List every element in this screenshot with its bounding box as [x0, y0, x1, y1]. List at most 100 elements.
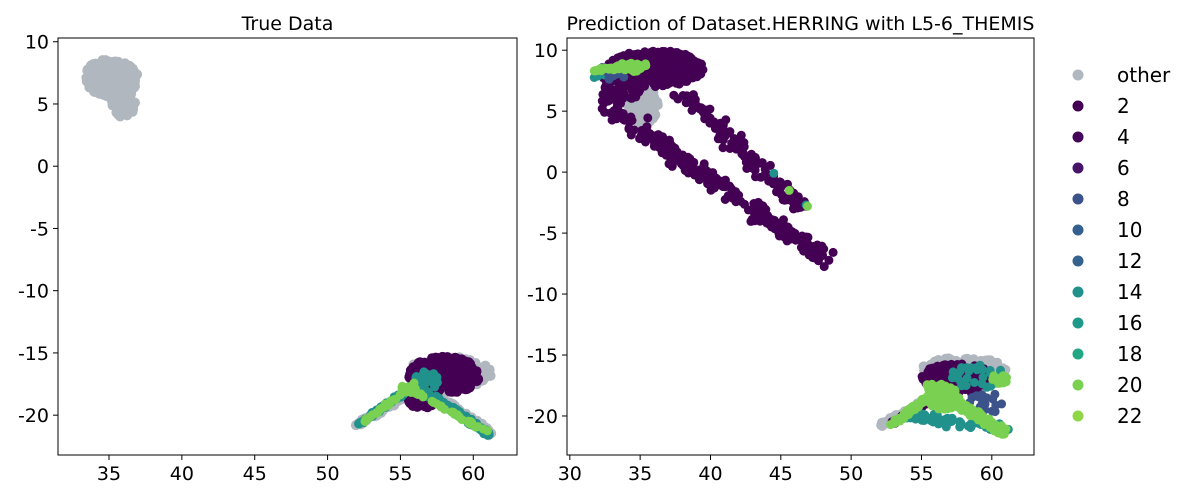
x-tick-label: 50 — [315, 463, 339, 485]
point-2 — [607, 115, 617, 125]
legend-marker — [1072, 162, 1084, 174]
point-14 — [955, 367, 965, 377]
legend-marker — [1072, 131, 1084, 143]
point-2 — [683, 73, 693, 83]
point-20 — [410, 384, 420, 394]
point-2 — [597, 96, 607, 106]
x-tick-label: 55 — [388, 463, 412, 485]
point-2 — [639, 129, 649, 139]
point-20 — [429, 398, 439, 407]
point-2 — [930, 363, 940, 373]
point-2 — [670, 55, 680, 65]
legend-label: 8 — [1117, 187, 1130, 211]
y-tick-label: 0 — [546, 162, 558, 184]
x-tick-label: 60 — [980, 463, 1004, 485]
y-tick-label: -10 — [527, 284, 558, 306]
point-2 — [662, 80, 672, 89]
point-14 — [977, 365, 987, 375]
point-2 — [665, 46, 675, 56]
legend-marker — [1072, 69, 1084, 81]
point-2 — [718, 143, 728, 153]
y-tick-label: -5 — [539, 223, 558, 245]
x-tick-label: 30 — [558, 463, 582, 485]
point-2 — [405, 398, 416, 409]
point-2 — [657, 148, 667, 158]
point-2 — [452, 359, 463, 369]
x-tick-label: 40 — [698, 463, 722, 485]
point-2 — [626, 130, 636, 140]
panel-prediction: 30 35 40 45 50 55 601050-5-10-15-20Prediction … — [527, 13, 1035, 485]
point-20 — [948, 389, 957, 399]
point-20 — [997, 429, 1007, 439]
y-tick-label: -20 — [527, 406, 558, 428]
legend-label: 14 — [1117, 280, 1142, 304]
point-other — [117, 108, 128, 119]
point-2 — [696, 59, 706, 69]
point-20 — [784, 185, 794, 195]
point-other — [107, 100, 118, 111]
y-tick-label: -15 — [527, 345, 558, 367]
point-other — [118, 65, 129, 75]
point-20 — [440, 404, 449, 414]
point-2 — [824, 255, 834, 265]
x-tick-label: 55 — [909, 463, 933, 485]
point-8 — [619, 72, 629, 82]
point-2 — [819, 262, 829, 272]
point-other — [98, 55, 109, 66]
legend-marker — [1072, 348, 1084, 360]
point-2 — [809, 241, 819, 251]
point-2 — [760, 165, 770, 174]
legend-marker — [1072, 286, 1084, 298]
point-2 — [605, 108, 615, 118]
point-2 — [731, 197, 741, 207]
legend-label: 18 — [1117, 342, 1142, 366]
point-2 — [622, 114, 632, 124]
point-2 — [785, 234, 795, 244]
legend-marker — [1072, 379, 1084, 391]
y-tick-label: -20 — [18, 405, 49, 427]
point-2 — [687, 54, 697, 64]
point-2 — [688, 158, 697, 168]
point-2 — [618, 92, 628, 102]
point-2 — [436, 358, 447, 369]
point-2 — [627, 83, 637, 93]
legend-label: 22 — [1117, 404, 1142, 428]
point-2 — [678, 91, 688, 100]
y-tick-label: 5 — [546, 101, 558, 123]
x-tick-label: 60 — [461, 463, 485, 485]
point-14 — [966, 423, 976, 433]
point-2 — [680, 165, 690, 175]
legend-label: 16 — [1117, 311, 1142, 335]
legend-label: 10 — [1117, 218, 1142, 242]
point-20 — [901, 410, 910, 420]
point-14 — [417, 371, 427, 381]
point-20 — [466, 419, 476, 429]
point-2 — [748, 163, 758, 173]
point-2 — [428, 359, 438, 369]
point-other — [91, 62, 102, 73]
point-20 — [891, 416, 900, 426]
point-2 — [938, 360, 948, 370]
y-tick-label: 10 — [25, 32, 49, 54]
point-2 — [650, 141, 660, 151]
point-14 — [962, 373, 972, 383]
point-other — [643, 93, 654, 104]
point-20 — [983, 417, 993, 427]
point-2 — [787, 227, 797, 237]
point-2 — [696, 167, 706, 177]
legend-marker — [1072, 224, 1084, 236]
point-2 — [750, 152, 760, 162]
point-2 — [765, 220, 775, 229]
point-14 — [947, 414, 957, 423]
point-14 — [957, 381, 967, 391]
point-2 — [776, 177, 785, 187]
point-2 — [725, 127, 735, 137]
point-2 — [456, 373, 467, 384]
point-2 — [700, 114, 710, 124]
point-2 — [643, 113, 653, 123]
point-14 — [978, 372, 988, 382]
point-2 — [828, 247, 838, 257]
x-tick-label: 40 — [170, 463, 194, 485]
